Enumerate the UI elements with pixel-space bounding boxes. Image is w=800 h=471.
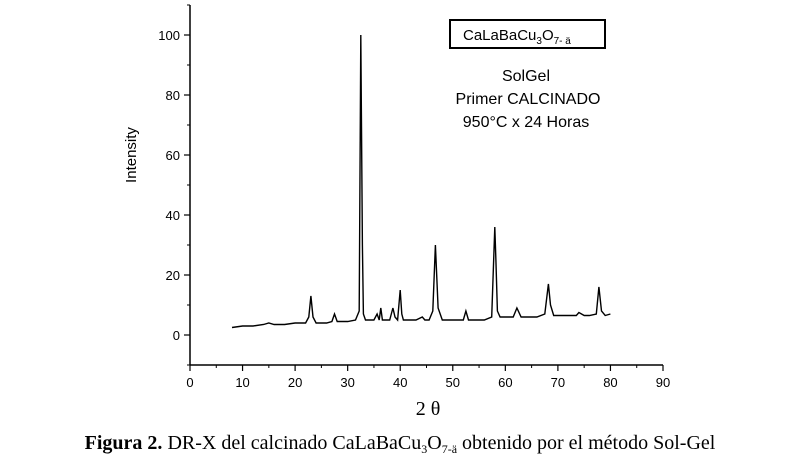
x-tick-label: 30 bbox=[340, 375, 354, 390]
x-tick-label: 80 bbox=[603, 375, 617, 390]
x-tick-label: 20 bbox=[288, 375, 302, 390]
y-tick-label: 60 bbox=[166, 148, 180, 163]
series-line bbox=[231, 34, 611, 329]
caption-label: Figura 2. bbox=[84, 432, 163, 454]
x-tick-label: 40 bbox=[393, 375, 407, 390]
legend-formula: CaLaBaCu3O7- ä bbox=[463, 27, 571, 47]
legend-box: CaLaBaCu3O7- ä bbox=[449, 19, 606, 49]
legend-frame bbox=[449, 19, 606, 49]
x-tick-label: 70 bbox=[551, 375, 565, 390]
annotation-line-2: Primer CALCINADO bbox=[456, 91, 601, 108]
figure-caption: Figura 2. DR-X del calcinado CaLaBaCu3O7… bbox=[0, 432, 800, 457]
x-axis-label: 2 θ bbox=[416, 398, 441, 420]
x-tick-label: 10 bbox=[235, 375, 249, 390]
axes bbox=[189, 5, 663, 366]
x-ticks: 0 10 20 30 40 50 60 70 80 90 bbox=[186, 365, 670, 390]
annotation: SolGel Primer CALCINADO 950°C x 24 Horas bbox=[456, 68, 601, 131]
legend-formula-base: CaLaBaCu bbox=[463, 27, 536, 44]
legend-formula-sub2: 7- ä bbox=[554, 36, 572, 47]
caption-sub1: 3 bbox=[421, 442, 428, 456]
annotation-line-1: SolGel bbox=[502, 68, 550, 85]
caption-text-before: DR-X del calcinado CaLaBaCu bbox=[162, 432, 422, 454]
y-tick-label: 20 bbox=[166, 268, 180, 283]
x-tick-label: 0 bbox=[186, 375, 193, 390]
y-tick-label: 100 bbox=[158, 28, 180, 43]
y-tick-label: 0 bbox=[173, 328, 180, 343]
y-ticks: 0 20 40 60 80 100 bbox=[158, 4, 190, 366]
x-tick-label: 60 bbox=[498, 375, 512, 390]
caption-mid: O bbox=[427, 432, 442, 454]
y-axis-label: Intensity bbox=[123, 127, 140, 183]
legend-formula-mid: O bbox=[542, 27, 554, 44]
chart: 0 10 20 30 40 50 60 70 80 90 0 20 40 60 80 100 2 θ Int… bbox=[123, 4, 670, 420]
caption-sub2: 7-ä bbox=[441, 442, 458, 456]
annotation-line-3: 950°C x 24 Horas bbox=[463, 114, 589, 131]
x-tick-label: 50 bbox=[446, 375, 460, 390]
x-tick-label: 90 bbox=[656, 375, 670, 390]
legend-formula-sub1: 3 bbox=[536, 36, 542, 47]
y-tick-label: 40 bbox=[166, 208, 180, 223]
caption-text-after: obtenido por el método Sol-Gel bbox=[457, 432, 716, 454]
y-tick-label: 80 bbox=[166, 88, 180, 103]
